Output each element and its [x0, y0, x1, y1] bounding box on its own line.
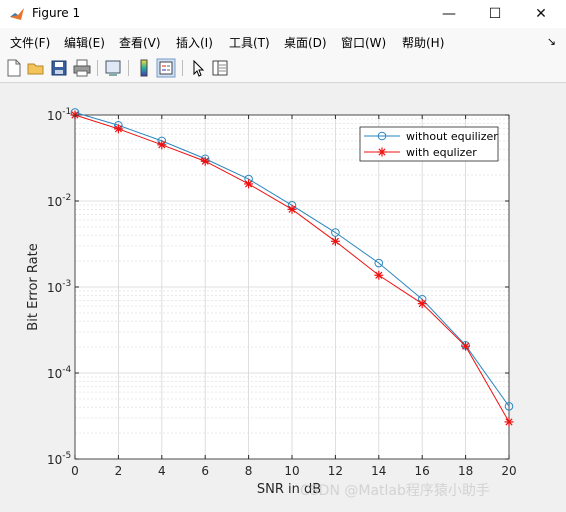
legend-label: with equlizer	[406, 146, 477, 159]
menu-bar: 文件(F) 编辑(E) 查看(V) 插入(I) 工具(T) 桌面(D) 窗口(W…	[0, 28, 566, 54]
new-figure-icon[interactable]	[4, 58, 24, 78]
star-stroke	[505, 418, 513, 426]
x-tick-label: 14	[371, 464, 386, 478]
window-title: Figure 1	[32, 6, 81, 20]
menu-edit[interactable]: 编辑(E)	[64, 36, 105, 50]
x-tick-label: 6	[201, 464, 209, 478]
data-point-star	[417, 299, 427, 309]
x-tick-label: 4	[158, 464, 166, 478]
y-axis-label: Bit Error Rate	[26, 243, 41, 330]
matlab-icon	[10, 8, 24, 20]
maximize-button[interactable]: ☐	[488, 6, 502, 22]
menu-insert[interactable]: 插入(I)	[176, 36, 213, 50]
open-icon[interactable]	[26, 58, 46, 78]
toolbar-separator	[128, 60, 129, 76]
menu-tools[interactable]: 工具(T)	[229, 36, 270, 50]
menu-desktop[interactable]: 桌面(D)	[284, 36, 327, 50]
data-point-star	[113, 124, 123, 134]
x-tick-label: 0	[71, 464, 79, 478]
title-bar: Figure 1 — ☐ ✕	[0, 0, 566, 29]
legend-label: without equilizer	[406, 130, 498, 143]
menu-window[interactable]: 窗口(W)	[341, 36, 387, 50]
legend[interactable]: without equilizer with equlizer	[359, 126, 499, 162]
data-point-star	[200, 156, 210, 166]
x-tick-label: 2	[115, 464, 123, 478]
star-stroke	[245, 180, 253, 188]
star-stroke	[418, 300, 426, 308]
property-inspector-icon[interactable]	[210, 58, 230, 78]
data-point-star	[461, 341, 471, 351]
print-icon[interactable]	[72, 58, 92, 78]
data-point-circle	[374, 258, 384, 268]
data-point-star	[374, 270, 384, 280]
y-tick-label: 10-3	[47, 279, 71, 295]
line-chart[interactable]: 0 2 4 6 8 10 12 14 16 18 20 10-1 10-2 10-3 10-4 10-5 SN…	[0, 83, 566, 508]
star-stroke	[375, 271, 383, 279]
data-point-circle	[504, 402, 514, 411]
data-point-circle	[331, 228, 340, 237]
x-axis-label: SNR in dB	[257, 482, 321, 497]
y-tick-label: 10-5	[47, 451, 71, 467]
x-tick-label: 8	[245, 464, 253, 478]
x-tick-label: 18	[458, 464, 473, 478]
legend-marker-circle	[377, 131, 387, 141]
x-tick-label: 16	[415, 464, 430, 478]
save-icon[interactable]	[49, 58, 69, 78]
star-stroke	[158, 141, 166, 149]
toolbar-separator	[97, 60, 98, 76]
data-point-star	[157, 140, 167, 150]
x-tick-label: 10	[284, 464, 299, 478]
legend-icon[interactable]	[156, 58, 176, 78]
y-tick-label: 10-2	[47, 193, 71, 209]
menu-file[interactable]: 文件(F)	[10, 36, 51, 50]
data-point-star	[244, 179, 254, 189]
print-preview-icon[interactable]	[103, 58, 123, 78]
close-button[interactable]: ✕	[535, 6, 547, 22]
data-point-star	[287, 204, 297, 214]
star-stroke	[114, 125, 122, 133]
x-tick-label: 12	[328, 464, 343, 478]
star-stroke	[331, 237, 339, 245]
menu-view[interactable]: 查看(V)	[119, 36, 161, 50]
pointer-icon[interactable]	[188, 58, 208, 78]
minimize-button[interactable]: —	[442, 6, 456, 22]
toolbar	[0, 54, 566, 83]
star-stroke	[288, 205, 296, 213]
y-tick-label: 10-4	[47, 365, 72, 381]
chevron-right-icon[interactable]: ↘	[546, 35, 556, 48]
watermark-text: CSDN @Matlab程序猿小助手	[300, 483, 490, 499]
colorbar-icon[interactable]	[134, 58, 154, 78]
data-point-star	[330, 236, 340, 246]
star-stroke	[378, 148, 386, 156]
data-point-star	[377, 147, 387, 157]
star-stroke	[201, 157, 209, 165]
star-stroke	[462, 342, 470, 350]
data-point-star	[504, 417, 514, 427]
x-tick-label: 20	[501, 464, 516, 478]
menu-help[interactable]: 帮助(H)	[402, 36, 445, 50]
figure-canvas: 0 2 4 6 8 10 12 14 16 18 20 10-1 10-2 10-3 10-4 10-5 SN…	[0, 83, 566, 508]
y-tick-label: 10-1	[47, 107, 71, 123]
toolbar-separator	[182, 60, 183, 76]
